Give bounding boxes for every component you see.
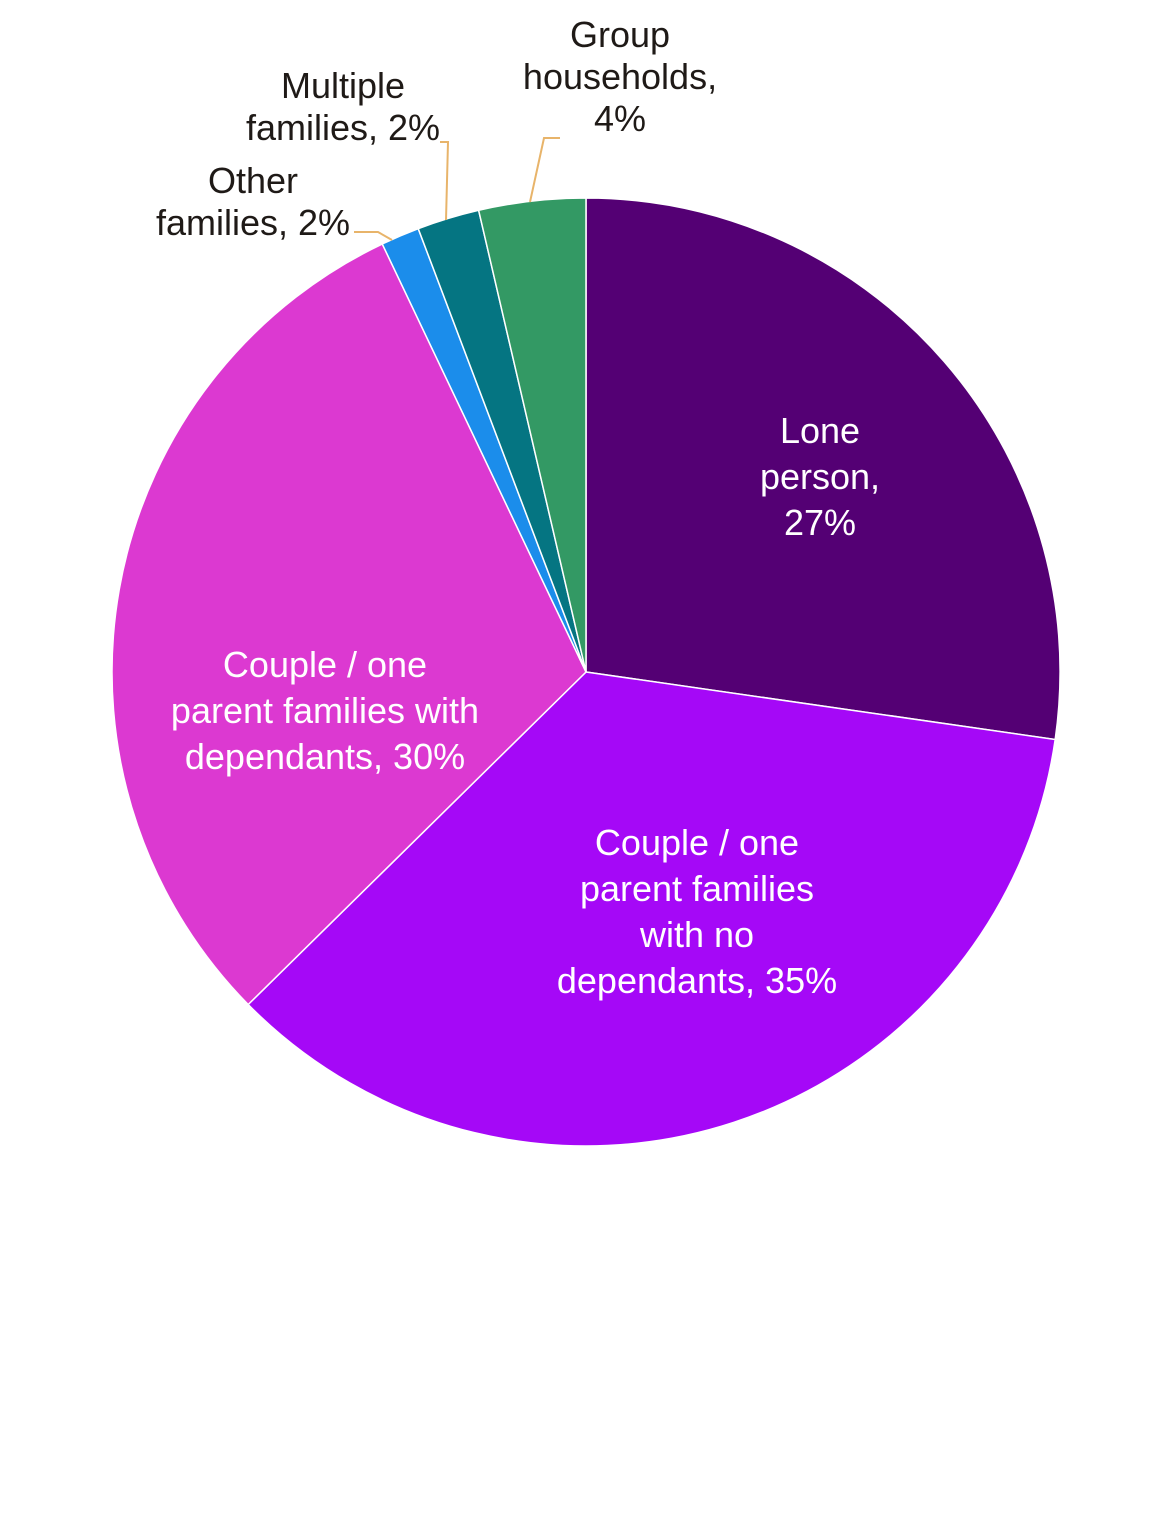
slice-label-line: parent families with — [171, 690, 479, 731]
slice-label-line: 4% — [594, 98, 646, 139]
slice-label: Lone person, 27% — [760, 410, 880, 543]
pie-slice-group-households — [477, 197, 587, 673]
pie-slices — [111, 197, 1061, 1147]
slice-label-line: Lone — [780, 410, 860, 451]
slice-label-line: Other — [208, 160, 298, 201]
slice-label-line: Multiple — [281, 65, 405, 106]
leader-line — [529, 137, 560, 203]
slice-label-line: families, 2% — [246, 107, 440, 148]
slice-label-line: parent families — [580, 868, 814, 909]
pie-slice-couple-one-parent-families-with-dependants — [111, 243, 587, 1006]
slice-label: Group households, 4% — [523, 14, 717, 139]
pie-slice-lone-person — [585, 197, 1061, 741]
slice-label-line: with no — [639, 914, 754, 955]
slice-labels: Lone person, 27% Couple / one parent familie… — [156, 14, 880, 1001]
slice-label: Other families, 2% — [156, 160, 350, 243]
leader-lines — [354, 137, 560, 241]
slice-label-line: Group — [570, 14, 670, 55]
leader-line — [440, 141, 450, 221]
slice-label-line: households, — [523, 56, 717, 97]
slice-label: Couple / one parent families with dependan… — [171, 644, 479, 777]
slice-label-line: families, 2% — [156, 202, 350, 243]
slice-label-line: 27% — [784, 502, 856, 543]
slice-label: Multiple families, 2% — [246, 65, 440, 148]
slice-label-line: Couple / one — [223, 644, 427, 685]
pie-slice-couple-one-parent-families-with-no-dependants — [247, 671, 1057, 1147]
leader-line — [354, 231, 393, 241]
slice-label-line: Couple / one — [595, 822, 799, 863]
slice-label-line: dependants, 35% — [557, 960, 837, 1001]
slice-label: Couple / one parent families with no depend… — [557, 822, 837, 1001]
slice-label-line: dependants, 30% — [185, 736, 465, 777]
slice-label-line: person, — [760, 456, 880, 497]
